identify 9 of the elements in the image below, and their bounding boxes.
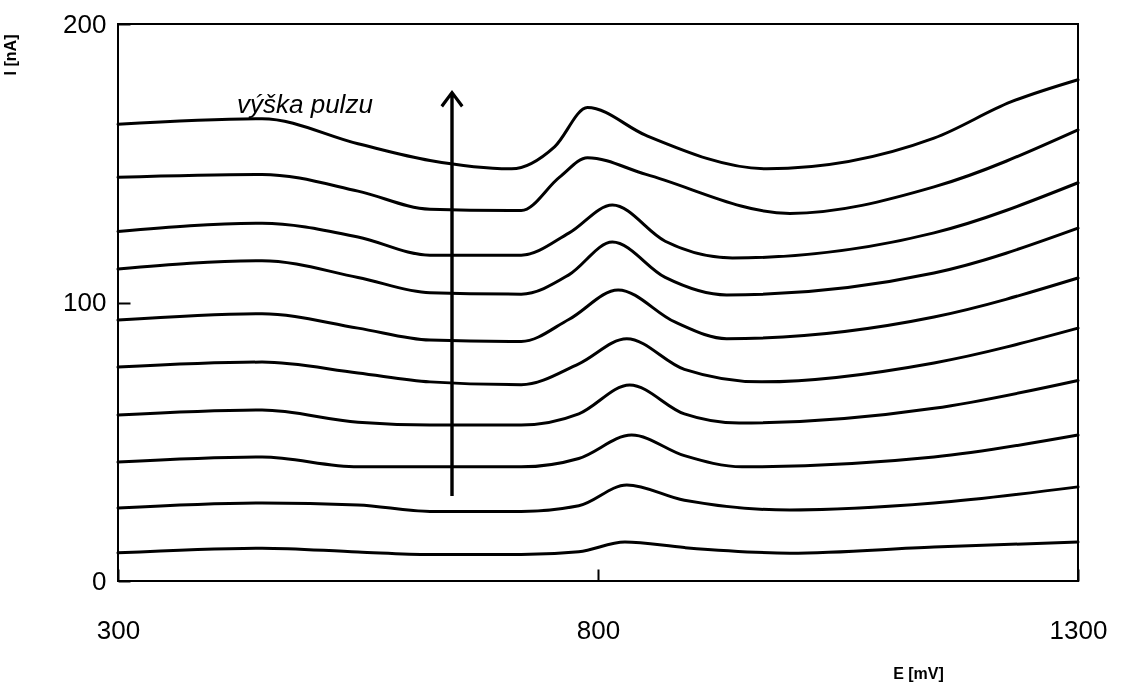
x-axis-title: E [mV] xyxy=(893,664,944,682)
y-tick-label: 200 xyxy=(63,8,107,39)
y-tick-label: 100 xyxy=(63,287,107,317)
x-tick-label: 300 xyxy=(96,614,141,645)
x-tick-label: 800 xyxy=(576,614,621,645)
y-tick-label: 0 xyxy=(92,565,107,596)
y-axis-title: I [nA] xyxy=(1,34,19,76)
x-tick-label: 1300 xyxy=(1049,614,1108,645)
annotation: výška pulzu xyxy=(237,89,373,119)
